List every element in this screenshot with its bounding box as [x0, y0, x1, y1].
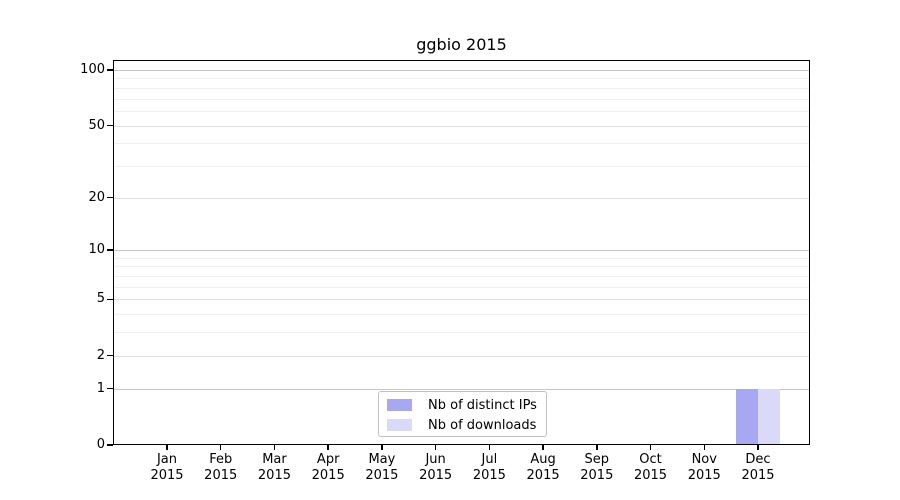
- x-tick-label: Jul 2015: [447, 452, 531, 484]
- x-tick-label: Jan 2015: [125, 452, 209, 484]
- x-tick-label-year: 2015: [204, 468, 238, 483]
- x-tick: [596, 445, 598, 450]
- y-tick: [107, 387, 113, 390]
- bar-nb-of-downloads: [758, 388, 780, 445]
- x-tick: [488, 445, 491, 450]
- chart-title: ggbio 2015: [416, 35, 507, 54]
- x-tick: [757, 445, 759, 450]
- legend-swatch: [387, 399, 412, 411]
- x-tick-label: Apr 2015: [286, 452, 370, 484]
- x-tick-label-year: 2015: [150, 468, 184, 483]
- y-gridline-major: [113, 250, 810, 252]
- x-tick-label-year: 2015: [526, 468, 560, 483]
- x-tick: [542, 445, 544, 450]
- x-tick: [166, 445, 168, 450]
- y-gridline-minor: [113, 286, 810, 288]
- x-tick-label-year: 2015: [365, 468, 399, 483]
- x-tick-label-year: 2015: [257, 468, 291, 483]
- x-tick-label-year: 2015: [633, 468, 668, 483]
- x-tick-label: Feb 2015: [179, 452, 263, 484]
- y-tick-label: 2: [96, 347, 105, 363]
- x-tick: [381, 445, 383, 450]
- x-tick-label-month: Jan: [156, 452, 178, 467]
- x-tick-label-month: Jul: [481, 452, 498, 467]
- y-gridline-minor: [113, 276, 810, 278]
- x-tick-label-year: 2015: [419, 468, 453, 483]
- x-tick: [327, 445, 329, 450]
- x-tick-label-month: Feb: [209, 452, 233, 467]
- y-gridline-minor: [113, 332, 810, 334]
- y-gridline-minor: [113, 257, 810, 259]
- y-gridline-minor: [113, 266, 810, 268]
- x-tick: [649, 445, 652, 450]
- legend-item: Nb of downloads: [379, 415, 546, 435]
- x-tick: [273, 445, 276, 450]
- x-tick-label: Jun 2015: [394, 452, 478, 484]
- y-tick-label: 50: [88, 117, 105, 133]
- y-gridline-major: [113, 70, 810, 71]
- x-tick-label-year: 2015: [580, 468, 614, 483]
- x-tick-label-month: Oct: [639, 452, 662, 467]
- x-tick-label-month: May: [368, 452, 396, 467]
- x-tick-label-year: 2015: [311, 468, 345, 483]
- y-tick-label: 5: [96, 291, 105, 307]
- y-tick: [107, 69, 113, 71]
- x-tick-label: Nov 2015: [662, 452, 746, 484]
- legend-swatch: [387, 419, 412, 431]
- y-gridline-mid: [113, 299, 810, 301]
- x-tick: [703, 445, 705, 450]
- x-tick-label-month: Mar: [262, 452, 287, 467]
- y-tick: [107, 355, 113, 357]
- y-tick: [107, 249, 113, 251]
- x-tick-label-month: Nov: [691, 452, 717, 467]
- y-tick-label: 0: [96, 437, 105, 452]
- y-gridline-minor: [113, 110, 810, 112]
- x-tick-label-month: Sep: [584, 452, 610, 467]
- x-tick-label-year: 2015: [472, 468, 506, 483]
- y-gridline-mid: [113, 197, 810, 199]
- y-tick-label: 100: [80, 62, 105, 77]
- y-gridline-mid: [113, 355, 810, 357]
- y-gridline-major: [113, 388, 810, 390]
- plot-frame: [113, 60, 810, 445]
- y-tick-label: 20: [88, 189, 105, 205]
- legend-item: Nb of distinct IPs: [379, 395, 546, 415]
- x-tick-label-month: Aug: [530, 452, 556, 467]
- y-gridline-minor: [113, 165, 810, 167]
- x-tick-label: Dec 2015: [716, 452, 800, 484]
- plot-area: [113, 60, 810, 445]
- x-tick-label-month: Apr: [316, 452, 340, 467]
- y-tick: [107, 196, 113, 199]
- y-tick: [107, 298, 113, 301]
- x-tick-label-year: 2015: [687, 468, 721, 483]
- y-tick: [107, 444, 113, 446]
- x-tick-label: May 2015: [340, 452, 424, 484]
- x-tick-label: Oct 2015: [609, 452, 693, 484]
- bar-nb-of-distinct-ips: [736, 388, 758, 445]
- x-tick-label-month: Dec: [745, 452, 771, 467]
- y-tick: [107, 124, 113, 127]
- x-tick: [220, 445, 222, 450]
- x-tick: [434, 445, 437, 450]
- x-tick-label-month: Jun: [425, 452, 446, 467]
- y-tick-label: 10: [88, 242, 105, 258]
- y-gridline-minor: [113, 78, 810, 80]
- y-gridline-minor: [113, 87, 810, 89]
- y-tick-label: 1: [96, 380, 105, 396]
- x-tick-label: Mar 2015: [232, 452, 316, 484]
- x-tick-label: Aug 2015: [501, 452, 585, 484]
- y-gridline-minor: [113, 98, 810, 100]
- x-tick-label: Sep 2015: [555, 452, 639, 484]
- legend-label: Nb of downloads: [428, 417, 537, 433]
- x-tick-label-year: 2015: [741, 468, 775, 483]
- legend-label: Nb of distinct IPs: [428, 397, 537, 413]
- legend: Nb of distinct IPs Nb of downloads: [378, 391, 547, 437]
- y-gridline-mid: [113, 125, 810, 127]
- y-gridline-minor: [113, 314, 810, 316]
- y-gridline-minor: [113, 143, 810, 145]
